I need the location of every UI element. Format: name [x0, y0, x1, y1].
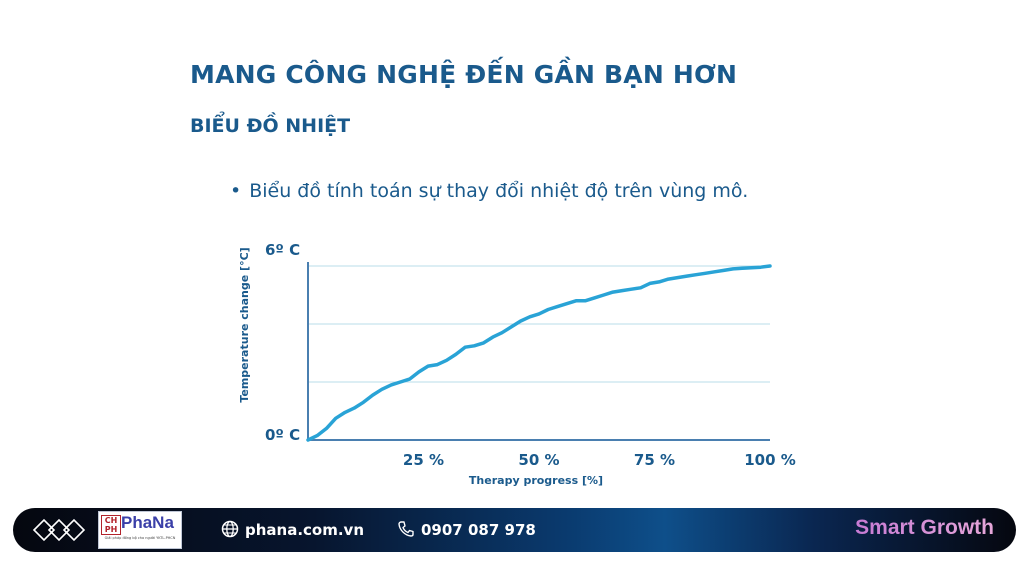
slide-subtitle: BIỂU ĐỒ NHIỆT	[190, 115, 351, 137]
diamond-logo-icon	[32, 518, 86, 542]
brand-slogan: Smart Growth	[855, 516, 994, 539]
x-tick-label-1: 50 %	[518, 451, 559, 469]
x-tick-label-2: 75 %	[634, 451, 675, 469]
globe-icon	[221, 520, 239, 538]
phana-logo-box: CH PH	[101, 515, 121, 535]
y-tick-label-1: 6º C	[265, 241, 300, 259]
website-text[interactable]: phana.com.vn	[245, 521, 365, 539]
website-contact[interactable]: phana.com.vn	[221, 520, 364, 539]
phone-contact[interactable]: 0907 087 978	[397, 520, 536, 539]
phana-logo-tagline: Giải pháp đồng bộ cho người YKTL-PHCN	[104, 536, 176, 540]
bullet-text: Biểu đồ tính toán sự thay đổi nhiệt độ t…	[249, 180, 749, 202]
y-tick-labels: 0º C 6º C	[265, 241, 300, 444]
x-tick-label-3: 100 %	[744, 451, 796, 469]
bullet-dot: •	[230, 180, 242, 202]
slide-title: MANG CÔNG NGHỆ ĐẾN GẦN BẠN HƠN	[190, 60, 738, 89]
temperature-series-line	[306, 264, 772, 442]
footer-bar: CH PH PhaNa Giải pháp đồng bộ cho người …	[13, 508, 1016, 552]
phana-logo: CH PH PhaNa Giải pháp đồng bộ cho người …	[98, 511, 182, 549]
phone-icon	[398, 521, 414, 537]
y-tick-label-0: 0º C	[265, 426, 300, 444]
phana-logo-name: PhaNa	[121, 513, 174, 532]
phone-text[interactable]: 0907 087 978	[421, 521, 536, 539]
x-tick-labels: 25 % 50 % 75 % 100 %	[403, 451, 796, 469]
y-axis-label: Temperature change [°C]	[238, 247, 251, 402]
bullet-item: • Biểu đồ tính toán sự thay đổi nhiệt độ …	[230, 180, 748, 202]
x-axis-label: Therapy progress [%]	[469, 474, 603, 487]
temperature-chart: 25 % 50 % 75 % 100 % 0º C 6º C Therapy progr…	[238, 241, 796, 487]
x-tick-label-0: 25 %	[403, 451, 444, 469]
chart-gridlines	[308, 265, 770, 383]
